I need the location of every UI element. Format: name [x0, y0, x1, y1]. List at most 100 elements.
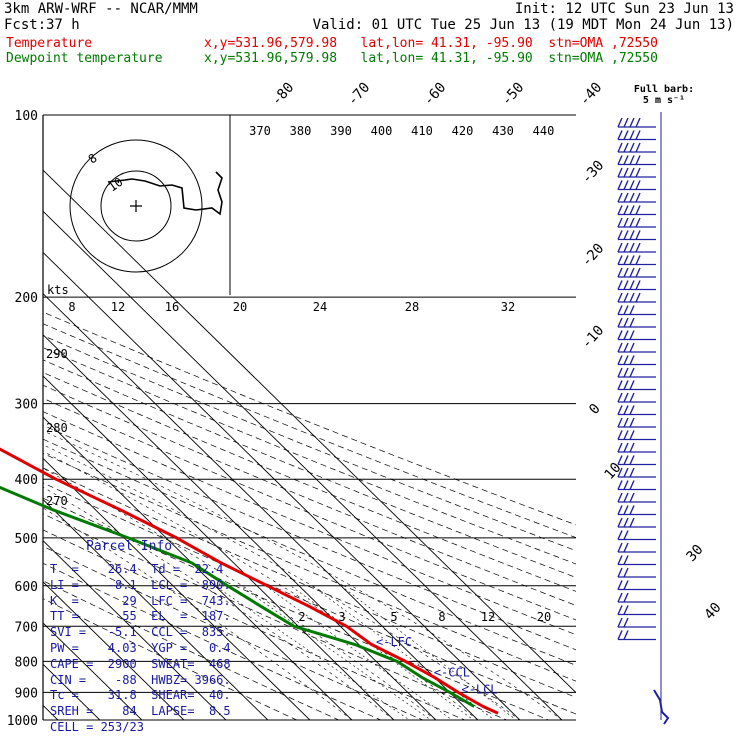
dry-adiabat [43, 347, 576, 565]
wind-barb [635, 117, 641, 128]
pressure-tick-label: 100 [15, 109, 38, 124]
hodograph-speed-label: 20 [233, 300, 247, 314]
pressure-tick-label: 300 [15, 398, 38, 413]
forecast-hour: 37 h [46, 17, 80, 33]
wind-barb [629, 192, 635, 203]
diagram-axes: 100 200 300 400 500 600 700 800 900 1000 [7, 109, 576, 729]
theta-e-label: 430 [492, 124, 514, 138]
wind-barb [617, 567, 623, 578]
mixing-ratio-label: 2 [298, 610, 305, 624]
wind-barbs: Full barb:5 m s⁻¹ [617, 84, 694, 725]
wind-barb [617, 592, 623, 603]
wind-barb [623, 392, 629, 403]
wind-barb [617, 380, 623, 390]
wind-barb [635, 267, 641, 278]
hodograph-ring-inner [100, 170, 172, 242]
wind-barb [617, 392, 623, 403]
wind-barb [617, 355, 623, 365]
wind-barb [623, 467, 629, 478]
barb-legend-title: Full barb: [634, 84, 694, 95]
wind-barb [617, 180, 623, 190]
mixing-ratio-line [265, 585, 453, 720]
wind-barb [635, 167, 641, 178]
isotherm-line [43, 498, 269, 720]
parcel-info-row: SVI = -5.1 CCL = 835. [50, 625, 231, 640]
wind-barb [623, 530, 629, 540]
wind-barb [623, 567, 629, 578]
wind-barb [623, 155, 629, 165]
wind-barb [617, 330, 623, 340]
mixing-ratio-label: 12 [481, 610, 495, 624]
wind-barb [623, 617, 629, 628]
wind-barb [623, 555, 629, 565]
hodograph-speed-label: 28 [405, 300, 419, 314]
wind-barb [629, 242, 635, 253]
wind-barb [623, 255, 629, 265]
wind-barb [629, 405, 635, 415]
wind-barb [635, 142, 641, 153]
wind-barb [623, 480, 629, 490]
wind-barb [629, 292, 635, 303]
wind-barb [623, 605, 629, 615]
dry-adiabat [43, 411, 576, 636]
isotherm-line [43, 540, 227, 720]
wind-barb [629, 117, 635, 128]
wind-barb [617, 492, 623, 503]
pressure-tick-label: 600 [15, 580, 38, 595]
isotherm-line [43, 251, 521, 720]
wind-barb [623, 405, 629, 415]
pressure-tick-label: 700 [15, 620, 38, 635]
dry-adiabat [43, 453, 576, 682]
theta-label: 290 [46, 347, 68, 361]
wind-barb [617, 142, 623, 153]
wind-barb [617, 342, 623, 353]
wind-barb [629, 330, 635, 340]
wind-barb [617, 430, 623, 440]
parcel-info-row: TT = 55 EL = 187. [50, 609, 231, 624]
wind-barb [623, 242, 629, 253]
wind-barb [629, 180, 635, 190]
wind-barb [629, 380, 635, 390]
wind-barb [617, 442, 623, 453]
theta-e-label: 420 [452, 124, 474, 138]
dewpoint-trace [0, 485, 475, 708]
parcel-info-row: T = 26.4 Td = 22.4 [50, 562, 224, 576]
hodograph: 8 10 kts 8 12 16 20 24 28 32 [47, 115, 515, 314]
theta-e-label: 380 [290, 124, 312, 138]
wind-barb [623, 380, 629, 390]
wind-barb [617, 192, 623, 203]
isotherm-right-label: -20 [579, 241, 608, 271]
dry-adiabat [43, 482, 576, 715]
wind-barb [629, 155, 635, 165]
theta-label: 270 [46, 494, 68, 508]
wind-barb [629, 205, 635, 215]
wind-barb [623, 292, 629, 303]
isotherm-right-label: -10 [579, 323, 608, 353]
mixing-ratio-label: 8 [438, 610, 445, 624]
hodograph-center [130, 200, 142, 212]
wind-barb [617, 417, 623, 428]
wind-barb [623, 442, 629, 453]
parcel-info-row: SREH = 84 LAPSE= 8.5 [50, 704, 231, 719]
wind-barb [617, 205, 623, 215]
wind-barb [617, 155, 623, 165]
wind-barb [623, 455, 629, 465]
wind-barb [617, 580, 623, 590]
wind-barb [623, 167, 629, 178]
wind-barb [623, 342, 629, 353]
pressure-tick-label: 900 [15, 686, 38, 701]
theta-e-label: 440 [533, 124, 555, 138]
wind-barb [629, 467, 635, 478]
wind-barb [629, 492, 635, 503]
wind-barb [623, 630, 629, 640]
wind-barb [629, 230, 635, 240]
wind-barb [617, 255, 623, 265]
wind-barb [635, 280, 641, 290]
isotherm-right-label: 40 [701, 600, 724, 623]
wind-barb [629, 517, 635, 528]
hodograph-ring-outer [69, 139, 203, 273]
wind-barb [629, 255, 635, 265]
isotherm-line [43, 622, 143, 720]
wind-barb [623, 505, 629, 515]
